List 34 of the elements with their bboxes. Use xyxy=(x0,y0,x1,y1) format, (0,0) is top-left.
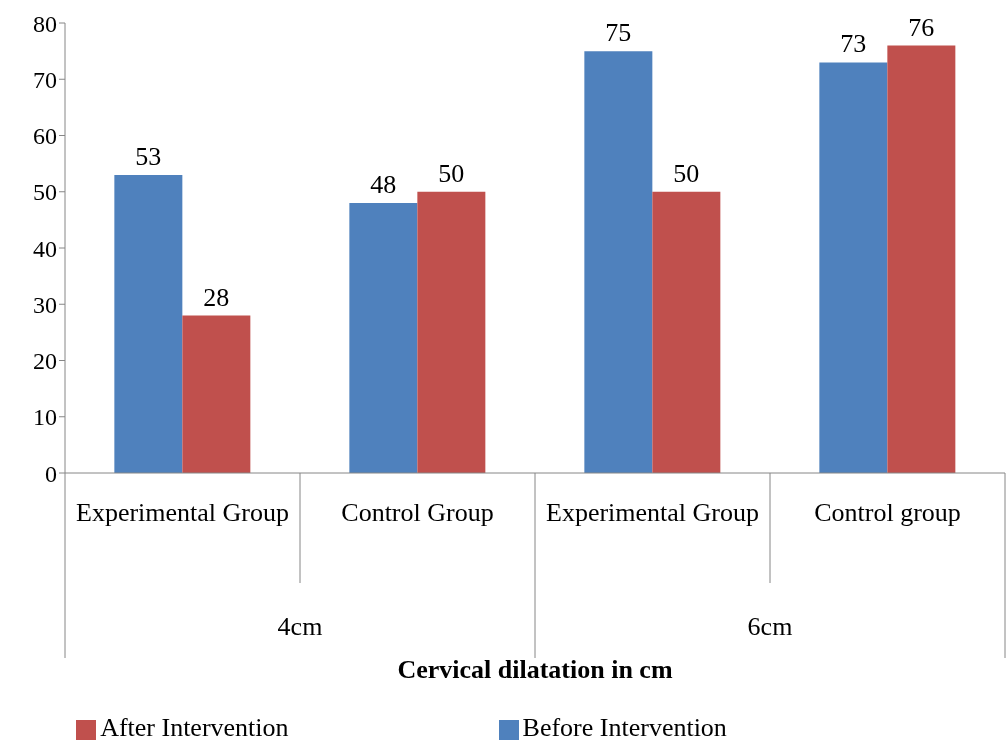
data-label: 48 xyxy=(370,170,397,199)
data-label: 76 xyxy=(908,12,935,42)
y-tick-label: 30 xyxy=(33,291,57,318)
data-label: 28 xyxy=(203,282,230,312)
legend-label: Before Intervention xyxy=(522,713,727,742)
bar xyxy=(652,191,721,473)
y-tick-label: 80 xyxy=(33,10,57,37)
bar xyxy=(887,45,956,473)
x-tick-label: Control Group xyxy=(341,498,494,528)
x-tick-label: Experimental Group xyxy=(76,498,289,528)
y-tick-label: 70 xyxy=(33,66,57,93)
data-label: 73 xyxy=(840,29,867,59)
y-tick-label: 40 xyxy=(33,235,57,262)
data-label: 50 xyxy=(438,158,465,188)
x-tick-label: Experimental Group xyxy=(546,498,759,528)
y-tick-label: 10 xyxy=(33,404,57,431)
y-tick-label: 20 xyxy=(33,348,57,375)
bar xyxy=(584,51,653,473)
data-label: 50 xyxy=(673,158,700,188)
y-tick-label: 60 xyxy=(33,123,57,150)
y-tick-label: 50 xyxy=(33,179,57,206)
bar xyxy=(349,203,418,473)
text: 4cm xyxy=(277,612,323,641)
data-label: 53 xyxy=(135,141,162,171)
bar xyxy=(417,191,486,473)
y-tick-label: 0 xyxy=(45,460,57,487)
x-axis-title: Cervical dilatation in cm xyxy=(397,655,673,684)
data-label: 75 xyxy=(605,18,632,48)
bar xyxy=(114,174,183,473)
bar xyxy=(819,62,888,473)
x-tick-label: Control group xyxy=(814,498,961,528)
legend-label: After Intervention xyxy=(100,713,289,742)
text: 6cm xyxy=(747,612,793,641)
bar xyxy=(182,315,251,473)
